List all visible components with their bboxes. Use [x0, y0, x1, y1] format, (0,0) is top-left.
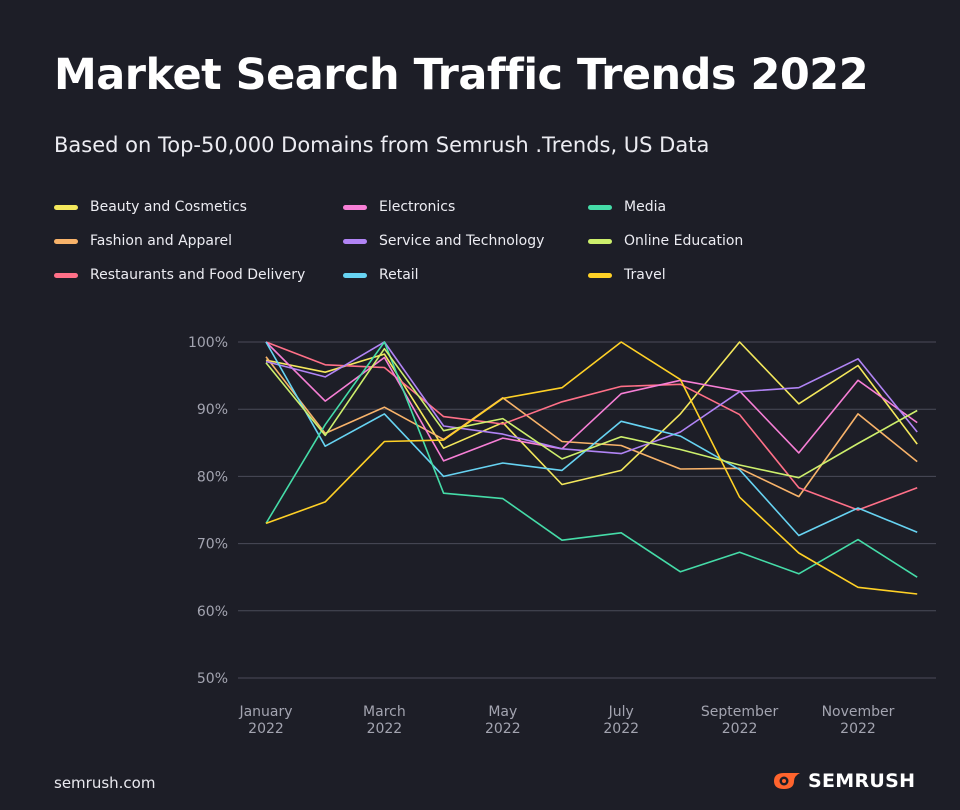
legend-swatch — [343, 238, 367, 244]
legend-item: Electronics — [343, 196, 455, 218]
x-tick-label: 2022 — [248, 721, 284, 737]
legend-swatch — [588, 204, 612, 210]
chart-legend: Beauty and Cosmetics Fashion and Apparel R… — [54, 196, 934, 296]
series-line-fashion-and-apparel — [265, 356, 918, 498]
legend-label: Electronics — [379, 199, 456, 215]
legend-item: Beauty and Cosmetics — [54, 196, 247, 218]
legend-label: Travel — [624, 267, 666, 283]
series-line-media — [265, 341, 918, 578]
legend-swatch — [588, 238, 612, 244]
legend-item: Media — [588, 196, 666, 218]
series-line-service-and-technology — [265, 341, 918, 455]
legend-swatch — [54, 272, 78, 278]
x-tick-label: July — [608, 704, 634, 720]
series-line-retail — [265, 341, 918, 537]
x-tick-label: 2022 — [840, 721, 876, 737]
legend-swatch — [588, 272, 612, 278]
legend-swatch — [54, 204, 78, 210]
x-tick-label: November — [822, 704, 895, 720]
x-tick-label: 2022 — [485, 721, 521, 737]
page-subtitle: Based on Top-50,000 Domains from Semrush… — [54, 133, 710, 157]
x-tick-label: 2022 — [603, 721, 639, 737]
legend-swatch — [54, 238, 78, 244]
x-tick-label: 2022 — [722, 721, 758, 737]
series-line-travel — [265, 341, 918, 595]
y-tick-label: 60% — [197, 604, 228, 620]
legend-item: Retail — [343, 264, 419, 286]
legend-swatch — [343, 204, 367, 210]
legend-swatch — [343, 272, 367, 278]
x-tick-label: March — [363, 704, 406, 720]
brand-name: SEMRUSH — [808, 770, 916, 792]
legend-label: Online Education — [624, 233, 744, 249]
legend-item: Restaurants and Food Delivery — [54, 264, 305, 286]
series-line-electronics — [265, 341, 918, 462]
y-tick-label: 100% — [188, 335, 228, 351]
semrush-logo: SEMRUSH — [772, 770, 915, 792]
semrush-flame-icon — [774, 773, 800, 789]
x-tick-label: 2022 — [367, 721, 403, 737]
legend-label: Beauty and Cosmetics — [90, 199, 247, 215]
legend-item: Travel — [588, 264, 666, 286]
page-title: Market Search Traffic Trends 2022 — [54, 50, 869, 100]
legend-label: Fashion and Apparel — [90, 233, 232, 249]
line-chart: 100%90%80%70%60%50% January2022March2022… — [188, 335, 936, 737]
series-line-online-education — [265, 347, 918, 479]
legend-item: Service and Technology — [343, 230, 544, 252]
y-tick-label: 80% — [197, 469, 228, 485]
legend-label: Media — [624, 199, 667, 215]
legend-item: Online Education — [588, 230, 743, 252]
y-tick-label: 50% — [197, 671, 228, 687]
x-tick-label: May — [488, 704, 517, 720]
y-tick-label: 90% — [197, 402, 228, 418]
footer-url[interactable]: semrush.com — [54, 774, 156, 792]
y-tick-label: 70% — [197, 537, 228, 553]
x-tick-label: January — [238, 704, 292, 720]
legend-label: Service and Technology — [379, 233, 545, 249]
legend-label: Restaurants and Food Delivery — [90, 267, 306, 283]
series-line-restaurants-and-food-delivery — [265, 341, 918, 511]
legend-label: Retail — [379, 267, 419, 283]
legend-item: Fashion and Apparel — [54, 230, 232, 252]
x-tick-label: September — [701, 704, 779, 720]
